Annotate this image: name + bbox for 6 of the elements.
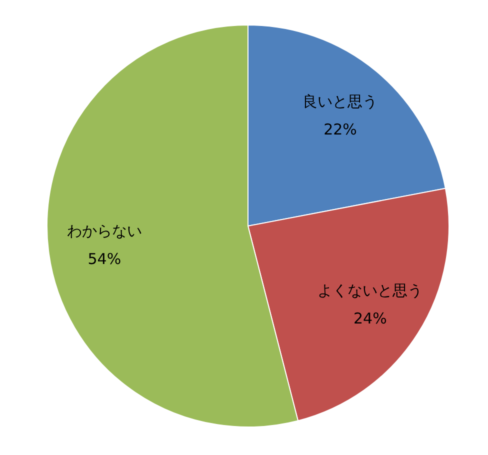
data-label: 54% <box>88 250 122 268</box>
slice-label: よくないと思う <box>318 282 423 300</box>
slice-label: わからない <box>66 222 142 240</box>
data-label: 22% <box>324 120 357 138</box>
slice-label: 良いと思う <box>302 92 378 110</box>
data-label: 24% <box>354 310 387 328</box>
